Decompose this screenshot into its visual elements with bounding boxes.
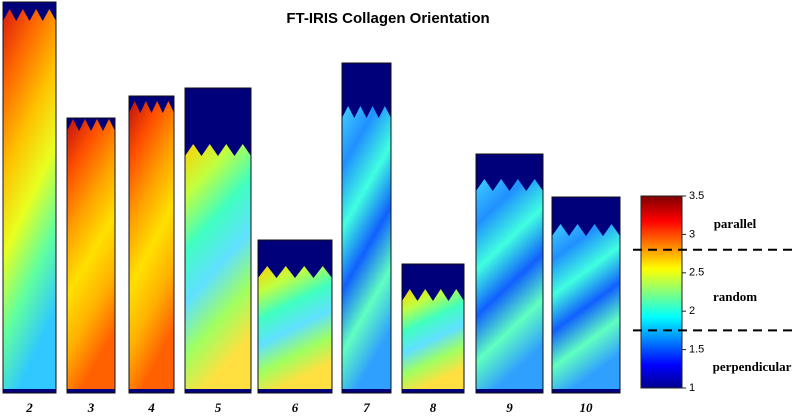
sample-tissue: [552, 224, 620, 389]
sample-frame: [184, 87, 252, 394]
sample-label: 8: [430, 400, 437, 415]
sample-tissue: [129, 101, 174, 389]
title: FT-IRIS Collagen Orientation: [286, 10, 489, 27]
sample-tissue: [67, 119, 115, 389]
region-label: random: [713, 289, 757, 304]
sample-tissue: [3, 9, 56, 389]
sample-frame: [401, 263, 465, 394]
sample-label: 9: [506, 400, 513, 415]
sample-label: 3: [87, 400, 95, 415]
sample-tissue: [185, 144, 251, 389]
sample-label: 6: [292, 400, 299, 415]
sample-label: 2: [25, 400, 33, 415]
region-label: perpendicular: [713, 359, 792, 374]
sample-frame: [551, 196, 621, 394]
sample-label: 7: [363, 400, 370, 415]
sample-tissue: [342, 106, 391, 389]
sample-frame: [475, 153, 544, 394]
sample-label: 5: [215, 400, 222, 415]
sample-tissue: [402, 289, 464, 389]
tick-label: 2: [689, 305, 695, 317]
tick-label: 3: [689, 228, 695, 240]
sample-frame: [341, 62, 392, 394]
sample-panels: 2 3 4 5 6 7 8 9 10: [2, 1, 621, 415]
sample-frame: [66, 117, 116, 394]
sample-frame: [257, 239, 333, 394]
tick-label: 2.5: [689, 267, 704, 279]
sample-label: 10: [580, 400, 594, 415]
tick-label: 1.5: [689, 344, 704, 356]
region-label: parallel: [714, 216, 757, 231]
sample-label: 4: [147, 400, 155, 415]
tick-label: 1: [689, 382, 695, 394]
sample-tissue: [258, 266, 332, 389]
sample-tissue: [476, 179, 543, 389]
tick-label: 3.5: [689, 190, 704, 202]
colorbar-axis: 1 1.5 2 2.5 3 3.5 parallel random perpendicular: [633, 190, 792, 394]
colorbar: [640, 195, 683, 389]
sample-frame: [128, 95, 175, 394]
sample-frame: [2, 1, 57, 394]
